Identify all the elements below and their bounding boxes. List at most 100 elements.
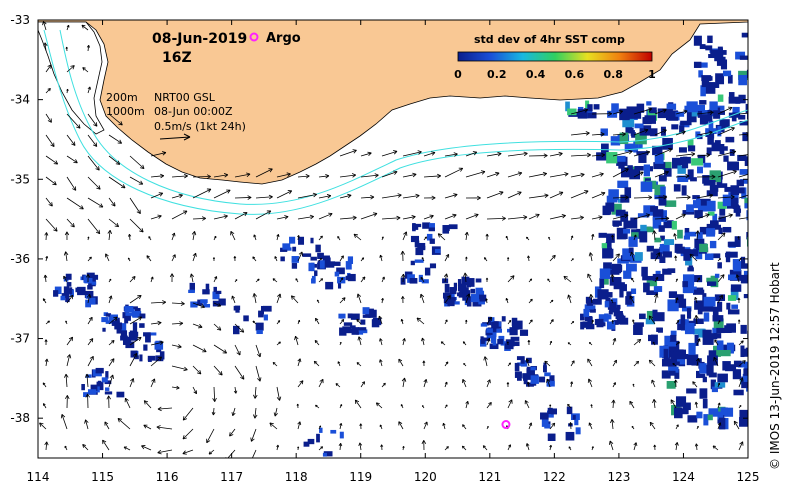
sst-pixel — [302, 253, 312, 257]
isobath-200m-label: 200m — [106, 91, 138, 104]
current-arrow — [612, 359, 617, 367]
lon-tick-label: 114 — [27, 470, 50, 484]
current-arrow — [738, 154, 748, 157]
current-arrow — [401, 377, 407, 388]
current-arrow — [692, 381, 698, 388]
sst-pixel — [686, 354, 699, 366]
current-arrow — [442, 422, 446, 430]
sst-pixel — [702, 399, 708, 409]
sst-pixel — [725, 251, 731, 263]
sst-pixel — [110, 314, 119, 319]
sst-pixel — [491, 321, 497, 331]
current-arrow — [87, 155, 100, 171]
current-arrow — [255, 194, 273, 200]
current-arrow — [276, 293, 282, 304]
sst-pixel — [706, 364, 714, 376]
sst-pixel — [147, 358, 152, 362]
current-arrow — [150, 276, 154, 283]
sst-pixel — [630, 217, 638, 229]
current-arrow — [443, 273, 449, 283]
colorbar-tick-label: 0.2 — [487, 68, 507, 81]
sst-pixel — [710, 275, 719, 288]
sst-pixel — [727, 309, 740, 315]
sst-pixel — [742, 373, 748, 382]
current-arrow — [654, 170, 669, 178]
isobath-200m — [59, 29, 748, 205]
current-arrow — [171, 365, 188, 372]
sst-pixel — [746, 232, 748, 240]
sst-pixel — [736, 179, 744, 187]
current-arrow — [528, 153, 548, 158]
current-arrow — [157, 406, 173, 412]
current-arrow — [318, 425, 322, 430]
isobath-1000m-label: 1000m — [106, 105, 145, 118]
sst-pixel — [738, 94, 746, 104]
sst-pixel — [741, 156, 748, 161]
current-arrow — [45, 218, 58, 232]
current-arrow — [717, 402, 721, 409]
sst-pixel — [442, 292, 452, 299]
sst-pixel — [684, 227, 690, 233]
sst-pixel — [547, 410, 554, 418]
current-arrow — [339, 149, 357, 157]
sst-pixel — [683, 249, 691, 261]
current-arrow — [738, 112, 748, 115]
sst-pixel — [616, 304, 621, 310]
current-arrow — [675, 341, 680, 346]
sst-pixel — [607, 301, 617, 310]
sst-pixel — [126, 314, 131, 321]
current-arrow — [714, 339, 719, 346]
colorbar-tick-label: 0.8 — [603, 68, 623, 81]
current-arrow — [462, 424, 467, 430]
current-arrow — [652, 399, 657, 409]
sst-pixel — [470, 288, 476, 294]
current-arrow — [591, 191, 606, 199]
plot-frame — [37, 19, 749, 459]
current-arrow — [66, 155, 78, 164]
sst-pixel — [706, 190, 718, 197]
sst-pixel — [125, 312, 133, 316]
current-arrow — [717, 382, 721, 388]
sst-pixel — [567, 108, 577, 116]
sst-pixel — [608, 189, 619, 201]
current-arrow — [141, 445, 152, 451]
sst-pixel — [233, 325, 240, 335]
current-arrow — [297, 174, 310, 179]
current-arrow — [549, 404, 552, 409]
current-arrow — [400, 404, 404, 409]
sst-pixel — [549, 375, 555, 381]
current-arrow — [507, 215, 528, 220]
current-arrow — [339, 423, 343, 430]
sst-pixel — [477, 294, 482, 300]
current-arrow — [465, 400, 469, 409]
sst-pixel — [617, 314, 624, 319]
sst-pixel — [716, 183, 728, 188]
sst-pixel — [197, 299, 203, 306]
current-arrow — [318, 194, 332, 199]
current-arrow — [675, 173, 690, 179]
current-arrow — [437, 233, 446, 241]
current-arrow — [148, 236, 152, 241]
sst-pixel — [686, 111, 697, 123]
sst-pixel — [565, 101, 570, 112]
sst-pixel — [514, 362, 520, 372]
current-arrow — [608, 440, 614, 451]
sst-pixel — [358, 329, 368, 334]
sst-pixel — [750, 256, 761, 264]
sst-pixel — [660, 235, 665, 241]
current-arrow — [360, 173, 379, 178]
sst-pixel — [720, 407, 728, 416]
current-arrow — [45, 134, 55, 147]
current-arrow — [108, 113, 123, 126]
current-arrow — [507, 362, 511, 367]
sst-pixel — [585, 296, 590, 304]
argo-float-marker[interactable] — [501, 420, 511, 430]
current-arrow — [402, 338, 406, 346]
current-arrow — [297, 380, 304, 388]
sst-pixel — [258, 312, 264, 316]
sst-pixel — [746, 112, 748, 120]
sst-pixel — [577, 109, 588, 119]
sst-pixel — [693, 289, 705, 295]
current-arrow — [375, 402, 383, 409]
current-arrow — [421, 337, 425, 346]
